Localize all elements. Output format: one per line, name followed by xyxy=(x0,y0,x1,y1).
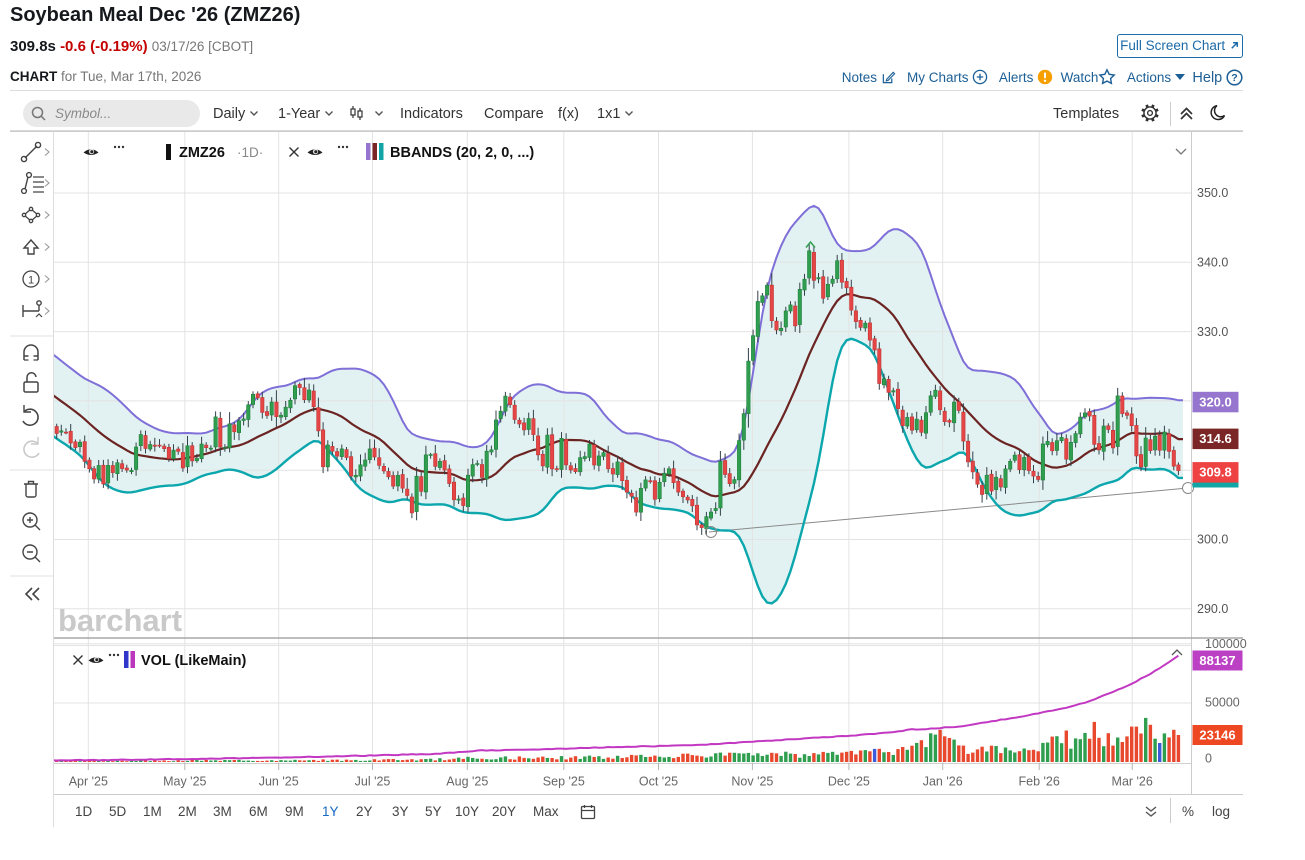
svg-text:0: 0 xyxy=(1205,752,1212,766)
svg-text:?: ? xyxy=(1231,72,1237,84)
svg-text:314.6: 314.6 xyxy=(1199,431,1232,446)
svg-text:88137: 88137 xyxy=(1199,653,1235,668)
svg-text:309.8: 309.8 xyxy=(1199,465,1232,480)
svg-text:Sep '25: Sep '25 xyxy=(543,775,585,789)
svg-text:barchart: barchart xyxy=(58,603,182,638)
svg-text:Mar '26: Mar '26 xyxy=(1112,775,1153,789)
svg-text:VOL (LikeMain): VOL (LikeMain) xyxy=(141,653,246,669)
svg-text:300.0: 300.0 xyxy=(1197,533,1228,547)
svg-text:340.0: 340.0 xyxy=(1197,256,1228,270)
svg-text:1: 1 xyxy=(28,275,34,287)
svg-text:May '25: May '25 xyxy=(163,775,206,789)
svg-text:Apr '25: Apr '25 xyxy=(69,775,108,789)
svg-text:·1D·: ·1D· xyxy=(237,145,263,160)
svg-text:100000: 100000 xyxy=(1205,637,1247,651)
svg-text:290.0: 290.0 xyxy=(1197,602,1228,616)
svg-text:Nov '25: Nov '25 xyxy=(731,775,773,789)
svg-text:23146: 23146 xyxy=(1199,727,1235,742)
svg-text:320.0: 320.0 xyxy=(1199,394,1232,409)
svg-text:350.0: 350.0 xyxy=(1197,186,1228,200)
svg-text:Jun '25: Jun '25 xyxy=(259,775,299,789)
svg-text:Dec '25: Dec '25 xyxy=(828,775,870,789)
svg-text:Aug '25: Aug '25 xyxy=(446,775,488,789)
svg-text:Feb '26: Feb '26 xyxy=(1019,775,1060,789)
svg-text:Jul '25: Jul '25 xyxy=(355,775,391,789)
svg-text:BBANDS (20, 2, 0, ...): BBANDS (20, 2, 0, ...) xyxy=(390,145,534,161)
svg-text:50000: 50000 xyxy=(1205,696,1240,710)
svg-text:Jan '26: Jan '26 xyxy=(923,775,963,789)
svg-text:ZMZ26: ZMZ26 xyxy=(179,145,225,161)
svg-text:330.0: 330.0 xyxy=(1197,325,1228,339)
svg-text:Oct '25: Oct '25 xyxy=(639,775,678,789)
